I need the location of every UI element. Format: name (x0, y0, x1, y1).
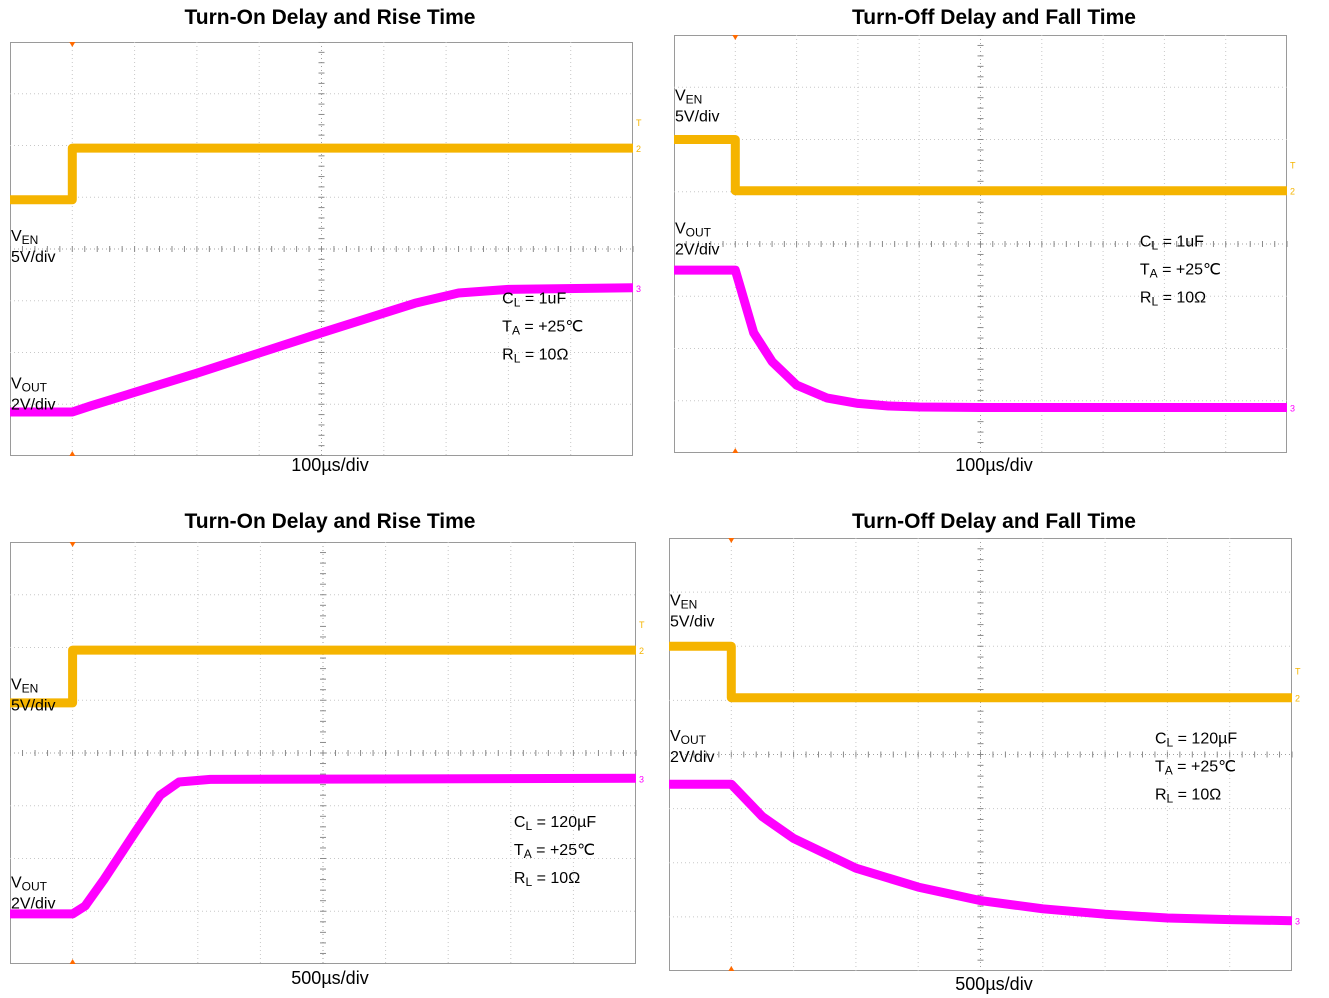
vout-trace (10, 283, 634, 417)
trigger-level-marker: T (636, 118, 642, 128)
test-condition-annotation: TA = +25℃ (1140, 262, 1221, 281)
ven-scale-label: 5V/div (11, 249, 55, 266)
ven-trace (10, 645, 636, 708)
scope-panel-1: Turn-On Delay and Rise Time 2 3 T VEN 5V/div… (0, 6, 660, 481)
time-scale-label: 500µs/div (291, 968, 369, 988)
vout-scale-label: 2V/div (675, 242, 719, 259)
trigger-position-marker (69, 42, 76, 47)
panel-title: Turn-On Delay and Rise Time (184, 510, 476, 533)
vout-trace (674, 265, 1287, 412)
test-condition-annotation: CL = 120µF (1155, 731, 1237, 750)
oscilloscope-plot: 2 3 T VEN 5V/div VOUT 2V/div CL = 120µF TA = +25… (10, 542, 645, 964)
panel-title: Turn-Off Delay and Fall Time (852, 6, 1136, 29)
vout-scale-label: 2V/div (11, 896, 55, 913)
vout-trace (10, 773, 637, 919)
time-scale-label: 100µs/div (955, 455, 1033, 475)
trigger-level-marker: T (1290, 161, 1296, 171)
trigger-position-marker (732, 448, 739, 453)
vout-label: VOUT (11, 875, 48, 894)
test-condition-annotation: TA = +25℃ (1155, 759, 1236, 778)
trigger-position-marker (728, 966, 735, 971)
test-condition-annotation: CL = 1uF (502, 290, 566, 309)
vout-label: VOUT (670, 728, 707, 747)
channel-marker: 2 (639, 646, 644, 656)
scope-panel-3: Turn-On Delay and Rise Time 2 3 T VEN 5V/div… (0, 510, 660, 990)
test-condition-annotation: RL = 10Ω (502, 346, 568, 365)
ven-scale-label: 5V/div (675, 108, 719, 125)
panel-title: Turn-Off Delay and Fall Time (852, 510, 1136, 533)
oscilloscope-plot: 2 3 T VEN 5V/div VOUT 2V/div CL = 1uF TA = +25℃ R… (674, 35, 1296, 453)
ven-label: VEN (11, 228, 38, 247)
vout-trace (669, 779, 1293, 926)
channel-marker: 3 (636, 284, 641, 294)
vout-scale-label: 2V/div (670, 749, 714, 766)
channel-marker: 2 (1290, 187, 1295, 197)
trigger-level-marker: T (639, 620, 645, 630)
ven-label: VEN (675, 87, 702, 106)
test-condition-annotation: RL = 10Ω (514, 870, 580, 889)
test-condition-annotation: CL = 120µF (514, 814, 596, 833)
channel-marker: 3 (639, 774, 644, 784)
vout-label: VOUT (675, 221, 712, 240)
trigger-position-marker (728, 538, 735, 543)
channel-marker: 2 (636, 144, 641, 154)
ven-trace (10, 143, 633, 205)
ven-scale-label: 5V/div (11, 698, 55, 715)
channel-marker: 3 (1290, 404, 1295, 414)
ven-scale-label: 5V/div (670, 614, 714, 631)
test-condition-annotation: RL = 10Ω (1155, 787, 1221, 806)
channel-marker: 2 (1295, 694, 1300, 704)
panel-title: Turn-On Delay and Rise Time (184, 6, 476, 29)
trigger-position-marker (69, 959, 76, 964)
test-condition-annotation: TA = +25℃ (514, 842, 595, 861)
test-condition-annotation: CL = 1uF (1140, 234, 1204, 253)
ven-trace (674, 135, 1287, 196)
ven-trace (669, 641, 1292, 703)
vout-scale-label: 2V/div (11, 397, 55, 414)
trigger-position-marker (69, 542, 76, 547)
scope-panel-4: Turn-Off Delay and Fall Time 2 3 T VEN 5V/di… (664, 510, 1324, 995)
time-scale-label: 100µs/div (291, 455, 369, 475)
ven-label: VEN (11, 677, 38, 696)
time-scale-label: 500µs/div (955, 974, 1033, 994)
oscilloscope-plot: 2 3 T VEN 5V/div VOUT 2V/div CL = 1uF TA = +25℃ R… (10, 42, 642, 456)
test-condition-annotation: RL = 10Ω (1140, 290, 1206, 309)
trigger-position-marker (732, 35, 739, 40)
trigger-position-marker (69, 451, 76, 456)
test-condition-annotation: TA = +25℃ (502, 318, 583, 337)
oscilloscope-plot: 2 3 T VEN 5V/div VOUT 2V/div CL = 120µF TA = +25… (669, 538, 1301, 971)
scope-panel-2: Turn-Off Delay and Fall Time 2 3 T VEN 5V/di… (664, 6, 1324, 481)
ven-label: VEN (670, 593, 697, 612)
vout-label: VOUT (11, 376, 48, 395)
trigger-level-marker: T (1295, 667, 1301, 677)
channel-marker: 3 (1295, 917, 1300, 927)
